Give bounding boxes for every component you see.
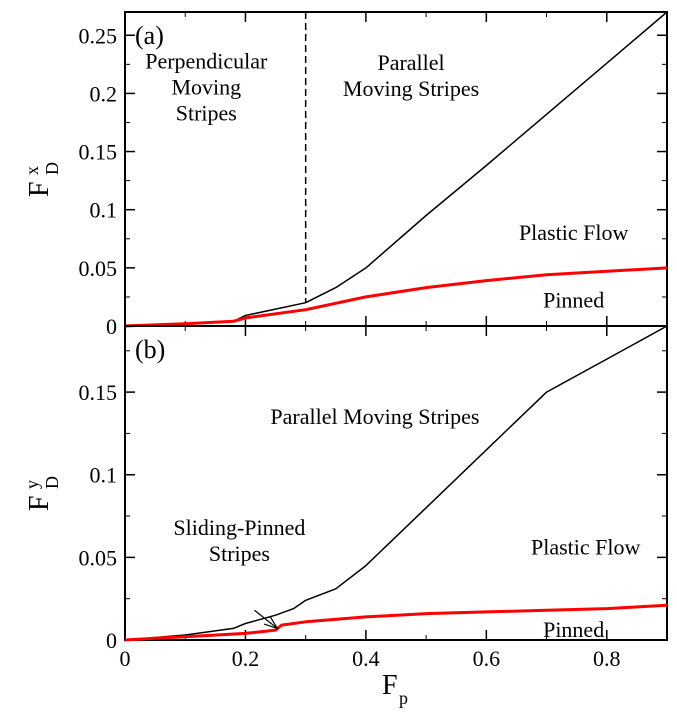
panel-a-ylabel-main: F [24,181,55,197]
panel-b-annotation-2: Plastic Flow [531,534,641,559]
panel-b-xtick-label: 0 [120,646,131,671]
panel-b-ytick-label: 0.05 [79,545,118,570]
panel-b-annotation-3: Pinned [543,617,604,642]
panel-a-label: (a) [135,21,164,50]
panel-a-ylabel: Fx D [22,162,62,197]
panel-a-ytick-label: 0 [106,314,117,339]
panel-b-ytick-label: 0.1 [90,463,118,488]
panel-b-xtick-label: 0.6 [473,646,501,671]
panel-a-ytick-label: 0.15 [79,140,118,165]
panel-a-annotation-0: Perpendicular [145,49,268,74]
panel-a-ytick-label: 0.1 [90,198,118,223]
panel-b-ylabel: Fy D [22,476,62,511]
panel-b-arrow-shaft [254,609,278,629]
panel-a-ylabel-sup: x [22,166,42,175]
panel-a-lower-curve [124,266,668,328]
panel-b-annotation-0: Parallel Moving Stripes [270,404,479,429]
panel-b-upper-curve [124,325,668,641]
panel-a-annotation-2: Plastic Flow [519,220,629,245]
panel-b-xlabel-main: F [382,670,398,701]
panel-b-xtick-label: 0.8 [593,646,621,671]
panel-a-annotation-3: Pinned [543,287,604,312]
panel-b-xtick-label: 0.4 [352,646,380,671]
panel-b-xlabel-sub: p [399,688,408,708]
panel-a-annotation-1: Parallel [377,50,444,75]
panel-a-annotation-1: Moving Stripes [343,76,479,101]
panel-a-ytick-label: 0.25 [79,23,118,48]
panel-b-ylabel-sup: y [22,480,42,489]
panel-b-xtick-label: 0.2 [232,646,260,671]
panel-a-ylabel-sub: D [42,162,62,175]
panel-b-annotation-1: Sliding-Pinned [173,515,305,540]
panel-b-lower-curve [124,603,668,642]
panel-b-label: (b) [135,335,165,364]
panel-b-arrow-head [263,616,279,630]
panel-a-ytick-label: 0.05 [79,256,118,281]
panel-b-ytick-label: 0.15 [79,380,118,405]
panel-a-annotation-0: Stripes [176,101,237,126]
panel-b-annotation-1: Stripes [209,541,270,566]
panel-b-ytick-label: 0 [106,628,117,653]
panel-a-ytick-label: 0.2 [90,81,118,106]
panel-a-annotation-0: Moving [171,75,241,100]
panel-b-ylabel-sub: D [42,476,62,489]
panel-b-frame [124,325,668,641]
panel-b-ylabel-main: F [24,495,55,511]
